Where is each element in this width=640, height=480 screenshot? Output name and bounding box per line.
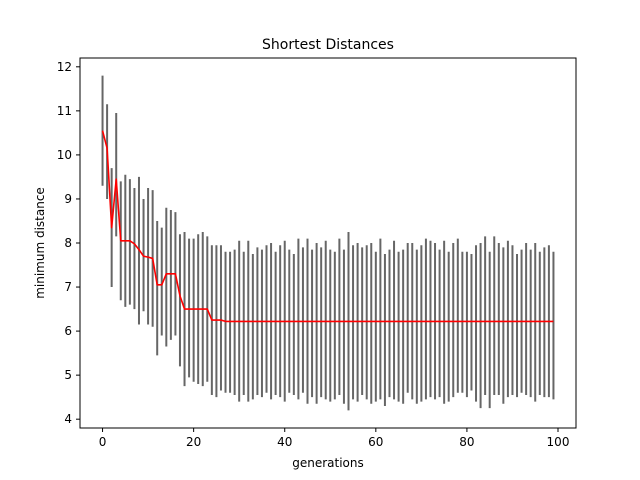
x-tick-label-20: 20 xyxy=(186,435,201,449)
y-tick-label-10: 10 xyxy=(57,148,72,162)
y-axis-label: minimum distance xyxy=(33,187,47,299)
x-tick-label-40: 40 xyxy=(277,435,292,449)
y-tick-label-11: 11 xyxy=(57,104,72,118)
x-tick-label-100: 100 xyxy=(547,435,570,449)
errorbar-group xyxy=(101,75,555,411)
chart-title: Shortest Distances xyxy=(262,37,394,53)
mean-distance-line xyxy=(101,130,554,323)
y-axis-ticks: 4 5 6 7 8 9 10 11 12 xyxy=(57,60,80,426)
y-tick-label-12: 12 xyxy=(57,60,72,74)
y-tick-label-4: 4 xyxy=(64,412,72,426)
y-tick-label-6: 6 xyxy=(64,324,72,338)
y-tick-label-9: 9 xyxy=(64,192,72,206)
x-tick-label-80: 80 xyxy=(459,435,474,449)
x-tick-label-60: 60 xyxy=(368,435,383,449)
y-tick-label-7: 7 xyxy=(64,280,72,294)
y-tick-label-8: 8 xyxy=(64,236,72,250)
x-axis-label: generations xyxy=(292,456,364,470)
mean-line-group xyxy=(101,130,554,323)
x-tick-label-0: 0 xyxy=(99,435,107,449)
y-tick-label-5: 5 xyxy=(64,368,72,382)
x-axis-ticks: 0 20 40 60 80 100 xyxy=(99,428,570,449)
